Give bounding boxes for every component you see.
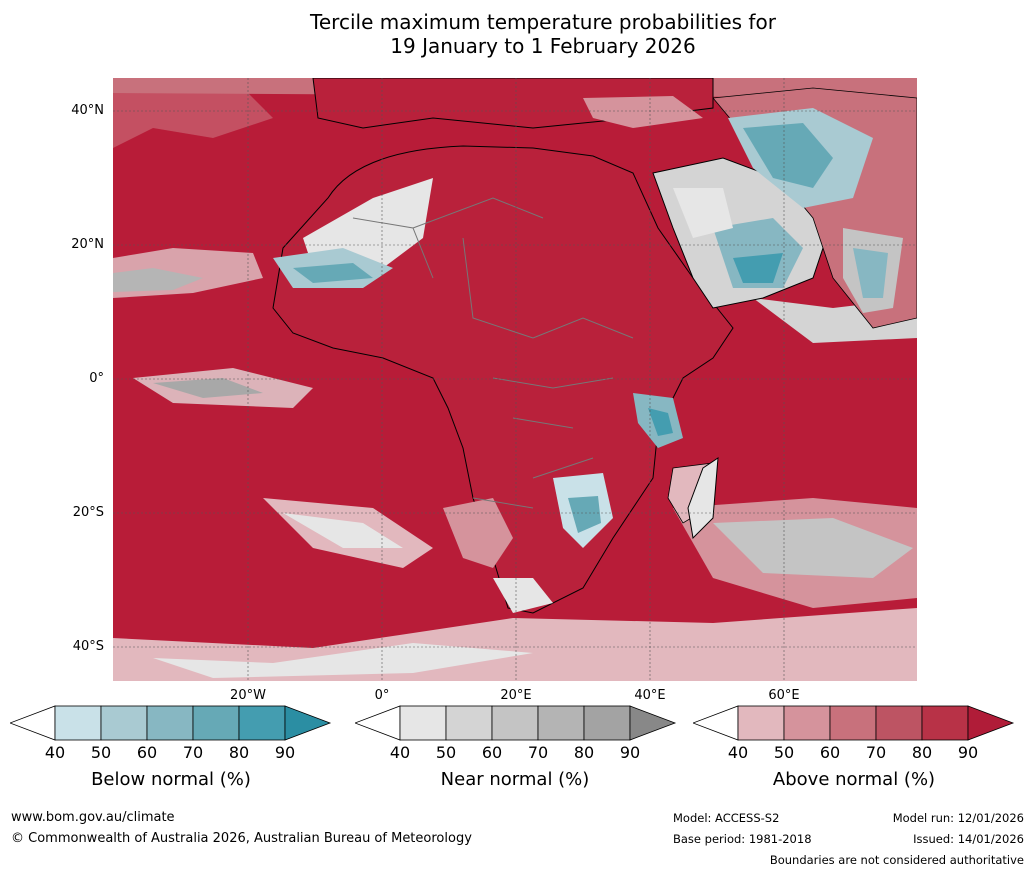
probability-map: [113, 78, 917, 681]
asia-land: [712, 87, 917, 329]
colorbar-extend-low: [10, 705, 56, 741]
colorbar-tick: 50: [773, 743, 795, 762]
lat-label-40n: 40°N: [71, 103, 104, 118]
colorbar-tick: 70: [865, 743, 887, 762]
colorbar-tick: 40: [389, 743, 411, 762]
colorbar-tick: 50: [90, 743, 112, 762]
colorbar-segment: [445, 705, 493, 741]
lon-label-40e: 40°E: [634, 688, 666, 703]
footer-model-run: Model run: 12/01/2026: [892, 811, 1024, 825]
footer-issued: Issued: 14/01/2026: [913, 832, 1024, 846]
lat-label-20s: 20°S: [72, 505, 104, 520]
colorbar-below-svg: [10, 705, 332, 741]
lat-label-40s: 40°S: [72, 639, 104, 654]
colorbar-segment: [491, 705, 539, 741]
colorbar-tick: 80: [573, 743, 595, 762]
footer-website: www.bom.gov.au/climate: [11, 810, 175, 825]
colorbar-near-label: Near normal (%): [440, 769, 590, 790]
lon-label-0: 0°: [374, 688, 390, 703]
colorbar-near-normal: [355, 705, 677, 741]
lon-label-20w: 20°W: [230, 688, 266, 703]
footer-copyright: © Commonwealth of Australia 2026, Austra…: [11, 831, 472, 846]
colorbar-tick: 40: [44, 743, 66, 762]
lon-label-20e: 20°E: [500, 688, 532, 703]
lon-label-60e: 60°E: [768, 688, 800, 703]
colorbar-segment: [737, 705, 785, 741]
madagascar: [687, 457, 719, 540]
probability-bands: [113, 78, 917, 681]
colorbar-segment: [783, 705, 831, 741]
footer-model: Model: ACCESS-S2: [673, 811, 780, 825]
title-line-1: Tercile maximum temperature probabilitie…: [310, 10, 776, 34]
colorbar-tick: 60: [819, 743, 841, 762]
colorbar-tick: 90: [274, 743, 296, 762]
colorbar-extend-low: [693, 705, 739, 741]
footer-base-period: Base period: 1981-2018: [673, 832, 812, 846]
lat-label-20n: 20°N: [71, 237, 104, 252]
colorbar-below-normal: [10, 705, 332, 741]
colorbar-above-label: Above normal (%): [772, 769, 936, 790]
colorbar-below-label: Below normal (%): [91, 769, 251, 790]
colorbar-tick: 90: [619, 743, 641, 762]
colorbar-extend-low: [355, 705, 401, 741]
colorbar-tick: 60: [481, 743, 503, 762]
colorbar-extend-high: [284, 705, 332, 741]
colorbar-segment: [100, 705, 148, 741]
graticule: [113, 78, 917, 681]
colorbar-segment: [583, 705, 631, 741]
colorbar-segment: [146, 705, 194, 741]
chart-title: Tercile maximum temperature probabilitie…: [0, 10, 1035, 58]
colorbar-above-svg: [693, 705, 1015, 741]
africa-land: [272, 145, 734, 614]
colorbar-extend-high: [629, 705, 677, 741]
colorbar-tick: 70: [182, 743, 204, 762]
colorbar-tick: 80: [911, 743, 933, 762]
map-canvas: [113, 78, 917, 681]
colorbar-segment: [54, 705, 102, 741]
europe-land: [312, 78, 714, 129]
colorbar-tick: 40: [727, 743, 749, 762]
colorbar-segment: [875, 705, 923, 741]
colorbar-tick: 70: [527, 743, 549, 762]
colorbar-tick: 80: [228, 743, 250, 762]
colorbar-segment: [238, 705, 286, 741]
colorbar-segment: [537, 705, 585, 741]
colorbar-tick: 90: [957, 743, 979, 762]
colorbar-tick: 60: [136, 743, 158, 762]
footer-disclaimer: Boundaries are not considered authoritat…: [769, 853, 1024, 867]
colorbar-near-svg: [355, 705, 677, 741]
colorbar-segment: [192, 705, 240, 741]
colorbar-segment: [829, 705, 877, 741]
colorbar-segment: [399, 705, 447, 741]
colorbar-tick: 50: [435, 743, 457, 762]
title-line-2: 19 January to 1 February 2026: [390, 34, 696, 58]
colorbar-above-normal: [693, 705, 1015, 741]
colorbar-segment: [921, 705, 969, 741]
lat-label-0: 0°: [89, 371, 104, 386]
colorbar-extend-high: [967, 705, 1015, 741]
